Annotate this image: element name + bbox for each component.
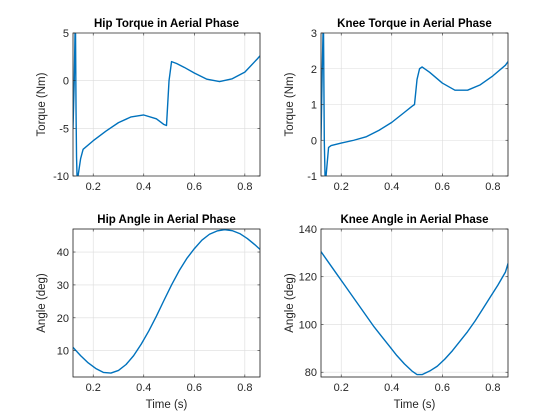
hip-angle-y-tick-label: 30 <box>57 280 69 292</box>
hip-angle-title: Hip Angle in Aerial Phase <box>97 214 235 226</box>
hip-angle-y-tick-label: 20 <box>57 313 69 325</box>
hip-torque-y-tick-label: -10 <box>53 171 69 183</box>
hip-torque-y-tick-label: 0 <box>63 76 69 88</box>
hip-torque-axes-border <box>72 32 261 177</box>
knee-torque-series-line <box>321 33 508 176</box>
knee-angle-y-tick-label: 120 <box>299 272 317 284</box>
hip-angle-series-line <box>73 229 260 374</box>
knee-angle-y-tick-label: 140 <box>299 224 317 236</box>
knee-angle-y-tick-label: 100 <box>299 319 317 331</box>
knee-angle-y-tick-label: 80 <box>305 367 317 379</box>
hip-angle-ylabel: Angle (deg) <box>36 273 48 333</box>
hip-angle-xlabel: Time (s) <box>146 399 188 411</box>
hip-torque-y-tick-label: -5 <box>59 123 69 135</box>
hip-angle-plot-area <box>72 228 261 378</box>
hip-angle-y-tick-label: 10 <box>57 346 69 358</box>
hip-torque-x-tick-label: 0.4 <box>136 181 151 193</box>
knee-torque-y-tick-label: 1 <box>311 100 317 112</box>
hip-torque-panel: Hip Torque in Aerial Phase Torque (Nm) 0… <box>36 18 261 193</box>
hip-torque-y-tick-label: 5 <box>63 28 69 40</box>
hip-torque-x-tick-label: 0.2 <box>86 181 101 193</box>
hip-angle-x-tick-label: 0.6 <box>187 382 202 394</box>
knee-angle-xlabel: Time (s) <box>394 399 436 411</box>
knee-angle-axes-border <box>320 228 509 378</box>
knee-torque-x-tick-label: 0.4 <box>384 181 399 193</box>
hip-torque-series-line <box>73 33 260 176</box>
knee-torque-title: Knee Torque in Aerial Phase <box>337 18 492 30</box>
hip-angle-x-tick-label: 0.2 <box>86 382 101 394</box>
knee-angle-x-tick-label: 0.2 <box>334 382 349 394</box>
knee-angle-x-tick-label: 0.4 <box>384 382 399 394</box>
hip-angle-axes-border <box>72 228 261 378</box>
knee-angle-x-tick-label: 0.6 <box>435 382 450 394</box>
hip-torque-x-tick-label: 0.6 <box>187 181 202 193</box>
knee-torque-x-tick-label: 0.6 <box>435 181 450 193</box>
hip-torque-title: Hip Torque in Aerial Phase <box>94 18 239 30</box>
knee-angle-ylabel: Angle (deg) <box>284 273 296 333</box>
knee-angle-plot-area <box>320 228 509 378</box>
hip-angle-x-tick-label: 0.8 <box>237 382 252 394</box>
knee-angle-title: Knee Angle in Aerial Phase <box>340 214 488 226</box>
hip-angle-y-tick-label: 40 <box>57 247 69 259</box>
hip-angle-panel: Hip Angle in Aerial Phase Angle (deg) Ti… <box>36 214 261 411</box>
hip-torque-ylabel: Torque (Nm) <box>36 72 48 136</box>
knee-torque-panel: Knee Torque in Aerial Phase Torque (Nm) … <box>284 18 509 193</box>
knee-torque-x-tick-label: 0.8 <box>485 181 500 193</box>
knee-angle-series-line <box>321 250 508 376</box>
hip-torque-x-tick-label: 0.8 <box>237 181 252 193</box>
knee-torque-y-tick-label: -1 <box>307 171 317 183</box>
knee-angle-panel: Knee Angle in Aerial Phase Angle (deg) T… <box>284 214 509 411</box>
hip-angle-x-tick-label: 0.4 <box>136 382 151 394</box>
hip-torque-plot-area <box>72 32 261 177</box>
knee-torque-x-tick-label: 0.2 <box>334 181 349 193</box>
knee-torque-y-tick-label: 2 <box>311 64 317 76</box>
knee-torque-ylabel: Torque (Nm) <box>284 72 296 136</box>
knee-angle-x-tick-label: 0.8 <box>485 382 500 394</box>
knee-torque-y-tick-label: 0 <box>311 135 317 147</box>
knee-torque-y-tick-label: 3 <box>311 28 317 40</box>
